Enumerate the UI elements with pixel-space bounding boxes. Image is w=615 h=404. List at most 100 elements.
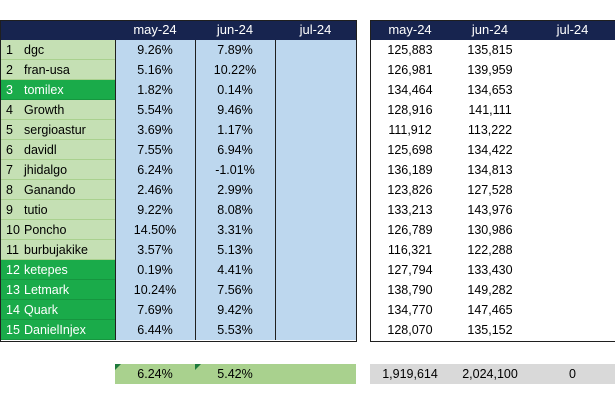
participant-row[interactable]: 10 Poncho (0, 220, 115, 240)
value-jun-cell[interactable]: 134,813 (467, 163, 513, 177)
value-may-cell[interactable]: 126,789 (387, 223, 433, 237)
pct-jun-cell[interactable]: 7.89% (217, 43, 253, 57)
pct-may-cell[interactable]: 6.44% (137, 323, 173, 337)
value-jun-cell[interactable]: 122,288 (467, 243, 513, 257)
pct-jun-cell[interactable]: 2.99% (217, 183, 253, 197)
pct-may-cell[interactable]: 1.82% (137, 83, 173, 97)
pct-jun-cell[interactable]: 8.08% (217, 203, 253, 217)
participant-row[interactable]: 14 Quark (0, 300, 115, 320)
pct-may-cell[interactable]: 14.50% (133, 223, 177, 237)
header-jul-value[interactable]: jul-24 (556, 22, 589, 37)
value-may-cell[interactable]: 138,790 (387, 283, 433, 297)
value-jun-cell[interactable]: 135,815 (467, 43, 513, 57)
value-may-cell[interactable]: 126,981 (387, 63, 433, 77)
participant-row[interactable]: 3 tomilex (0, 80, 115, 100)
participant-row[interactable]: 7 jhidalgo (0, 160, 115, 180)
value-jun-cell[interactable]: 147,465 (467, 303, 513, 317)
total-value-may[interactable]: 1,919,614 (382, 367, 438, 381)
participant-row[interactable]: 13 Letmark (0, 280, 115, 300)
pct-jun-cell[interactable]: 7.56% (217, 283, 253, 297)
pct-jun-cell[interactable]: 5.13% (217, 243, 253, 257)
value-may-cell[interactable]: 123,826 (387, 183, 433, 197)
pct-may-cell[interactable]: 5.16% (137, 63, 173, 77)
value-may-cell[interactable]: 134,464 (387, 83, 433, 97)
value-jun-cell[interactable]: 130,986 (467, 223, 513, 237)
pct-jun-cell[interactable]: 1.17% (217, 123, 253, 137)
pct-jun-cell[interactable]: 4.41% (217, 263, 253, 277)
pct-may-cell[interactable]: 3.69% (137, 123, 173, 137)
value-may-cell[interactable]: 125,883 (387, 43, 433, 57)
value-jun-cell[interactable]: 149,282 (467, 283, 513, 297)
value-jun-cell[interactable]: 135,152 (467, 323, 513, 337)
value-jun-cell[interactable]: 143,976 (467, 203, 513, 217)
rank-number: 9 (6, 203, 13, 217)
rank-number: 12 (6, 263, 20, 277)
header-jul-pct[interactable]: jul-24 (299, 22, 332, 37)
value-may-cell[interactable]: 128,070 (387, 323, 433, 337)
participant-row[interactable]: 12 ketepes (0, 260, 115, 280)
value-jun-cell[interactable]: 133,430 (467, 263, 513, 277)
rank-number: 11 (6, 243, 19, 257)
pct-may-cell[interactable]: 9.22% (137, 203, 173, 217)
participant-row[interactable]: 15 DanielInjex (0, 320, 115, 340)
value-row: 125,883 135,815 (370, 40, 615, 60)
value-may-cell[interactable]: 134,770 (387, 303, 433, 317)
pct-jun-cell[interactable]: 9.42% (217, 303, 253, 317)
pct-jun-cell[interactable]: 0.14% (217, 83, 253, 97)
participant-row[interactable]: 11 burbujakike (0, 240, 115, 260)
header-jun-pct[interactable]: jun-24 (216, 22, 254, 37)
value-jun-cell[interactable]: 141,111 (468, 103, 512, 117)
participant-row[interactable]: 8 Ganando (0, 180, 115, 200)
total-value-jun[interactable]: 2,024,100 (462, 367, 518, 381)
participant-row[interactable]: 9 tutio (0, 200, 115, 220)
value-may-cell[interactable]: 133,213 (387, 203, 433, 217)
participant-row[interactable]: 4 Growth (0, 100, 115, 120)
percent-row: 9.26% 7.89% (115, 40, 356, 60)
header-may-pct[interactable]: may-24 (133, 22, 177, 37)
percent-change-table: 9.26% 7.89% 5.16% 10.22% 1.82% 0.14% 5.54% 9.46… (115, 40, 356, 340)
value-may-cell[interactable]: 111,912 (388, 123, 432, 137)
pct-may-cell[interactable]: 9.26% (137, 43, 173, 57)
percent-row: 0.19% 4.41% (115, 260, 356, 280)
avg-pct-may[interactable]: 6.24% (137, 367, 173, 381)
participant-row[interactable]: 2 fran-usa (0, 60, 115, 80)
column-divider (115, 40, 116, 340)
pct-jun-cell[interactable]: -1.01% (215, 163, 255, 177)
value-jun-cell[interactable]: 127,528 (467, 183, 513, 197)
value-may-cell[interactable]: 136,189 (387, 163, 433, 177)
column-divider (275, 40, 276, 340)
participant-row[interactable]: 6 davidl (0, 140, 115, 160)
pct-may-cell[interactable]: 7.69% (137, 303, 173, 317)
value-may-cell[interactable]: 125,698 (387, 143, 433, 157)
pct-may-cell[interactable]: 0.19% (137, 263, 173, 277)
value-jun-cell[interactable]: 139,959 (467, 63, 513, 77)
pct-jun-cell[interactable]: 6.94% (217, 143, 253, 157)
value-jun-cell[interactable]: 113,222 (467, 123, 513, 137)
avg-pct-jun[interactable]: 5.42% (217, 367, 253, 381)
pct-may-cell[interactable]: 10.24% (133, 283, 177, 297)
value-row: 123,826 127,528 (370, 180, 615, 200)
total-value-jul[interactable]: 0 (569, 367, 576, 381)
rank-number: 7 (6, 163, 13, 177)
value-jun-cell[interactable]: 134,653 (467, 83, 513, 97)
pct-jun-cell[interactable]: 3.31% (217, 223, 253, 237)
error-indicator-icon (195, 364, 201, 370)
pct-jun-cell[interactable]: 10.22% (213, 63, 257, 77)
value-may-cell[interactable]: 116,321 (387, 243, 433, 257)
participant-row[interactable]: 1 dgc (0, 40, 115, 60)
pct-jun-cell[interactable]: 5.53% (217, 323, 253, 337)
header-may-value[interactable]: may-24 (388, 22, 432, 37)
value-row: 136,189 134,813 (370, 160, 615, 180)
pct-may-cell[interactable]: 3.57% (137, 243, 173, 257)
value-jun-cell[interactable]: 134,422 (467, 143, 513, 157)
pct-may-cell[interactable]: 6.24% (137, 163, 173, 177)
pct-jun-cell[interactable]: 9.46% (217, 103, 253, 117)
header-jun-value[interactable]: jun-24 (471, 22, 509, 37)
participant-row[interactable]: 5 sergioastur (0, 120, 115, 140)
value-may-cell[interactable]: 128,916 (387, 103, 433, 117)
value-may-cell[interactable]: 127,794 (387, 263, 433, 277)
pct-may-cell[interactable]: 2.46% (137, 183, 173, 197)
rank-number: 6 (6, 143, 13, 157)
pct-may-cell[interactable]: 7.55% (137, 143, 173, 157)
pct-may-cell[interactable]: 5.54% (137, 103, 173, 117)
